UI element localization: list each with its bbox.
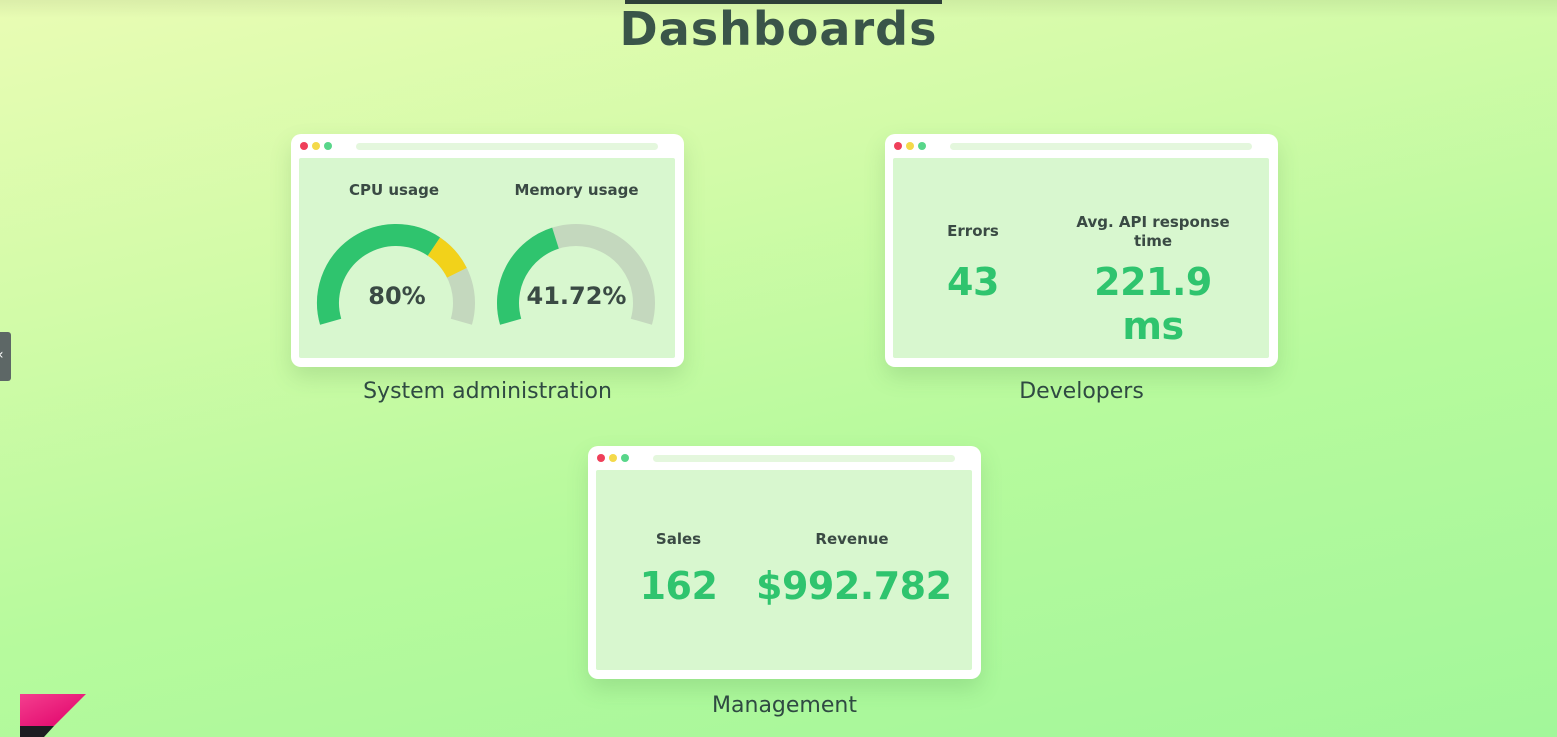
gauge-fill-warning <box>427 237 467 279</box>
avg-api-response-time-value: 221.9 ms <box>1094 260 1212 348</box>
address-bar <box>356 143 658 150</box>
dashboard-window-management[interactable]: Sales Revenue 162 $992.782 <box>588 446 981 679</box>
minimize-dot-icon <box>609 454 617 462</box>
revenue-label: Revenue <box>815 530 889 548</box>
avg-api-response-time-label: Avg. API response time <box>1076 213 1230 250</box>
caption-system-administration: System administration <box>363 379 612 404</box>
maximize-dot-icon <box>324 142 332 150</box>
dashboard-panel: CPU usage Memory usage 80% 41.72% <box>299 158 675 358</box>
chevron-left-icon: ‹ <box>0 347 4 363</box>
memory-usage-value: 41.72% <box>526 282 627 310</box>
caption-developers: Developers <box>1019 379 1144 404</box>
minimize-dot-icon <box>312 142 320 150</box>
cpu-usage-label: CPU usage <box>348 181 440 199</box>
title-underline-bar <box>625 0 942 4</box>
memory-usage-gauge <box>497 224 655 325</box>
page-title: Dashboards <box>619 2 938 56</box>
dashboard-panel: Errors Avg. API response time 43 221.9 m… <box>893 158 1269 358</box>
top-shade <box>0 0 1557 18</box>
gauge-fill-normal <box>317 224 441 325</box>
close-dot-icon <box>597 454 605 462</box>
revenue-value: $992.782 <box>756 564 952 608</box>
gauge-fill <box>497 227 560 325</box>
close-dot-icon <box>300 142 308 150</box>
brand-logo-icon <box>20 694 86 737</box>
cpu-usage-value: 80% <box>368 282 426 310</box>
dashboard-window-system-administration[interactable]: CPU usage Memory usage 80% 41.72% <box>291 134 684 367</box>
maximize-dot-icon <box>918 142 926 150</box>
errors-value: 43 <box>947 260 999 304</box>
caption-management: Management <box>712 693 857 718</box>
cpu-usage-gauge <box>317 224 475 325</box>
sales-value: 162 <box>639 564 718 608</box>
sales-label: Sales <box>655 530 702 548</box>
maximize-dot-icon <box>621 454 629 462</box>
address-bar <box>653 455 955 462</box>
close-dot-icon <box>894 142 902 150</box>
minimize-dot-icon <box>906 142 914 150</box>
memory-usage-label: Memory usage <box>514 181 639 199</box>
side-panel-toggle[interactable]: ‹ <box>0 332 11 381</box>
address-bar <box>950 143 1252 150</box>
dashboard-window-developers[interactable]: Errors Avg. API response time 43 221.9 m… <box>885 134 1278 367</box>
errors-label: Errors <box>947 222 999 240</box>
dashboard-panel: Sales Revenue 162 $992.782 <box>596 470 972 670</box>
